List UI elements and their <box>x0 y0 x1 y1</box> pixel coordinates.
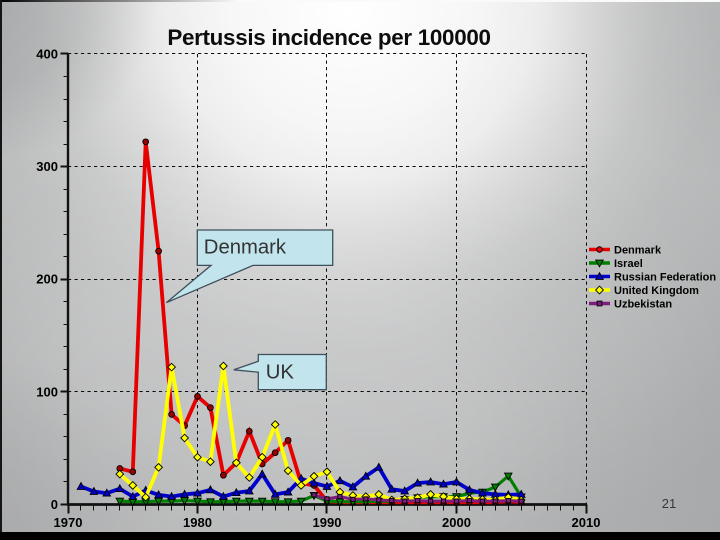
svg-text:United Kingdom: United Kingdom <box>614 285 699 297</box>
svg-text:200: 200 <box>36 272 58 287</box>
svg-text:Russian Federation: Russian Federation <box>614 271 716 283</box>
svg-text:1990: 1990 <box>313 515 342 530</box>
svg-text:400: 400 <box>36 47 58 62</box>
svg-text:Israel: Israel <box>614 258 643 270</box>
svg-text:100: 100 <box>36 384 58 399</box>
svg-text:21: 21 <box>662 496 676 511</box>
svg-text:0: 0 <box>51 497 58 512</box>
svg-text:Pertussis incidence per 100000: Pertussis incidence per 100000 <box>167 25 490 50</box>
svg-text:Denmark: Denmark <box>614 244 662 256</box>
svg-text:2010: 2010 <box>572 515 601 530</box>
svg-text:UK: UK <box>266 362 295 384</box>
svg-text:Uzbekistan: Uzbekistan <box>614 298 672 310</box>
svg-text:2000: 2000 <box>442 515 471 530</box>
svg-text:1970: 1970 <box>54 515 83 530</box>
svg-text:Denmark: Denmark <box>204 236 287 258</box>
svg-text:1980: 1980 <box>183 515 212 530</box>
svg-text:300: 300 <box>36 159 58 174</box>
